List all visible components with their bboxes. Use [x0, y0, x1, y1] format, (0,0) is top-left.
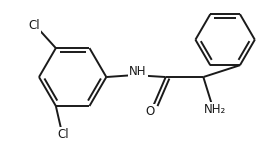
Text: Cl: Cl [28, 18, 40, 32]
Text: Cl: Cl [57, 128, 69, 141]
Text: NH₂: NH₂ [204, 103, 226, 116]
Text: O: O [145, 105, 155, 118]
Text: NH: NH [129, 65, 147, 78]
